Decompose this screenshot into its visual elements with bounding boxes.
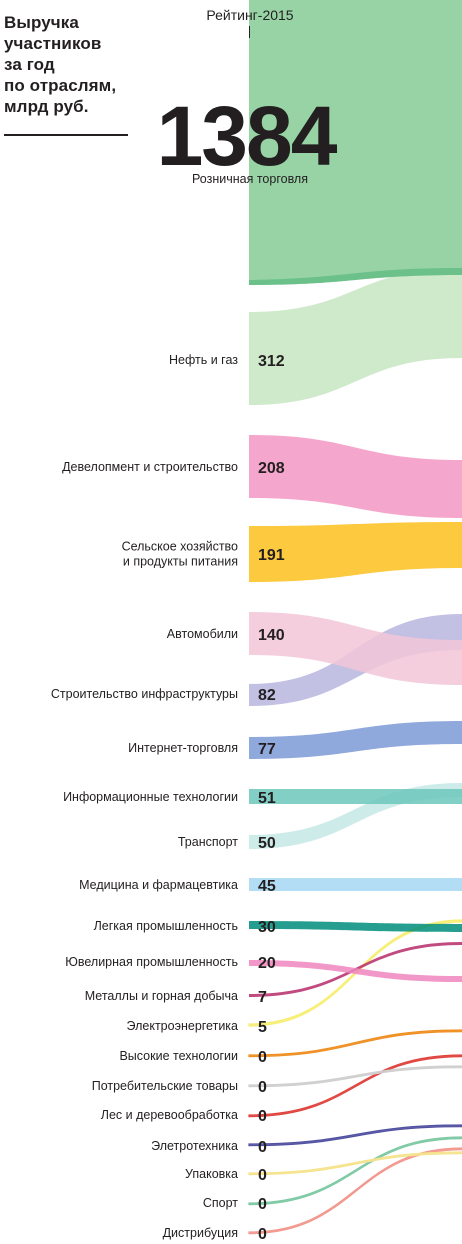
band-19 — [248, 1136, 462, 1206]
category-label-11: Ювелирная промышленность — [65, 955, 238, 969]
value-label-10: 30 — [258, 919, 276, 936]
chart-title: Выручка участников за год по отраслям, м… — [4, 13, 117, 116]
band-9 — [249, 878, 462, 891]
category-label-12: Металлы и горная добыча — [85, 989, 238, 1003]
value-label-7: 51 — [258, 790, 276, 807]
value-label-11: 20 — [258, 955, 276, 972]
value-label-5: 82 — [258, 687, 276, 704]
band-17 — [248, 1124, 462, 1147]
value-label-20: 0 — [258, 1226, 267, 1243]
rating-label: Рейтинг-2015 — [206, 7, 293, 23]
value-label-6: 77 — [258, 741, 276, 758]
band-0 — [249, 0, 462, 285]
category-label-5: Строительство инфраструктуры — [51, 687, 238, 701]
value-label-16: 0 — [258, 1108, 267, 1125]
value-label-18: 0 — [258, 1167, 267, 1184]
band-6 — [249, 721, 462, 759]
band-15 — [248, 1065, 462, 1088]
value-label-8: 50 — [258, 835, 276, 852]
value-label-15: 0 — [258, 1079, 267, 1096]
band-2 — [249, 435, 462, 518]
value-label-17: 0 — [258, 1139, 267, 1156]
category-label-8: Транспорт — [178, 835, 238, 849]
band-0-edge — [249, 268, 462, 285]
value-label-14: 0 — [258, 1049, 267, 1066]
band-14 — [248, 1029, 462, 1058]
band-1 — [249, 268, 462, 405]
value-label-13: 5 — [258, 1019, 267, 1036]
category-label-16: Лес и деревообработка — [101, 1108, 238, 1122]
value-label-9: 45 — [258, 878, 276, 895]
category-label-10: Легкая промышленность — [94, 919, 238, 933]
category-label-19: Спорт — [203, 1196, 238, 1210]
band-4 — [249, 612, 462, 685]
value-label-1: 312 — [258, 353, 285, 370]
category-label-20: Дистрибуция — [163, 1226, 238, 1240]
title-divider — [4, 134, 128, 136]
category-label-7: Информационные технологии — [63, 790, 238, 804]
category-label-13: Электроэнергетика — [127, 1019, 239, 1033]
chart-bands — [248, 0, 462, 1235]
category-label-0: Розничная торговля — [192, 172, 308, 186]
category-label-4: Автомобили — [167, 627, 238, 641]
category-label-15: Потребительские товары — [92, 1079, 238, 1093]
category-label-3: Сельское хозяйство и продукты питания — [122, 540, 238, 569]
category-label-1: Нефть и газ — [169, 353, 238, 367]
band-16 — [248, 1054, 462, 1118]
band-11 — [249, 960, 462, 982]
value-label-12: 7 — [258, 989, 267, 1006]
band-10 — [249, 921, 462, 932]
value-label-2: 208 — [258, 460, 285, 477]
band-3 — [249, 522, 462, 582]
value-label-0: 1384 — [157, 89, 338, 183]
chart-title-block: Выручка участников за год по отраслям, м… — [4, 12, 130, 117]
band-18 — [248, 1151, 462, 1176]
band-20 — [248, 1147, 462, 1235]
category-label-6: Интернет-торговля — [128, 741, 238, 755]
category-label-17: Элетротехника — [151, 1139, 238, 1153]
category-label-2: Девелопмент и строительство — [62, 460, 238, 474]
band-7 — [249, 789, 462, 804]
value-label-4: 140 — [258, 627, 285, 644]
category-label-18: Упаковка — [185, 1167, 238, 1181]
value-label-19: 0 — [258, 1196, 267, 1213]
value-label-3: 191 — [258, 547, 285, 564]
category-label-14: Высокие технологии — [119, 1049, 238, 1063]
category-label-9: Медицина и фармацевтика — [79, 878, 238, 892]
